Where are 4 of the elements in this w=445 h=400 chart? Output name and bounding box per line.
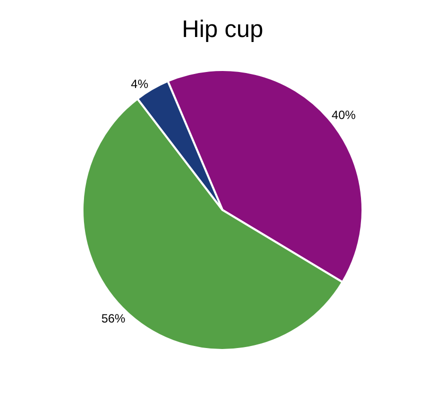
chart-title: Hip cup [182, 16, 264, 43]
data-label: 56% [101, 311, 126, 326]
data-label: 4% [130, 76, 149, 91]
data-label: 40% [332, 108, 356, 122]
